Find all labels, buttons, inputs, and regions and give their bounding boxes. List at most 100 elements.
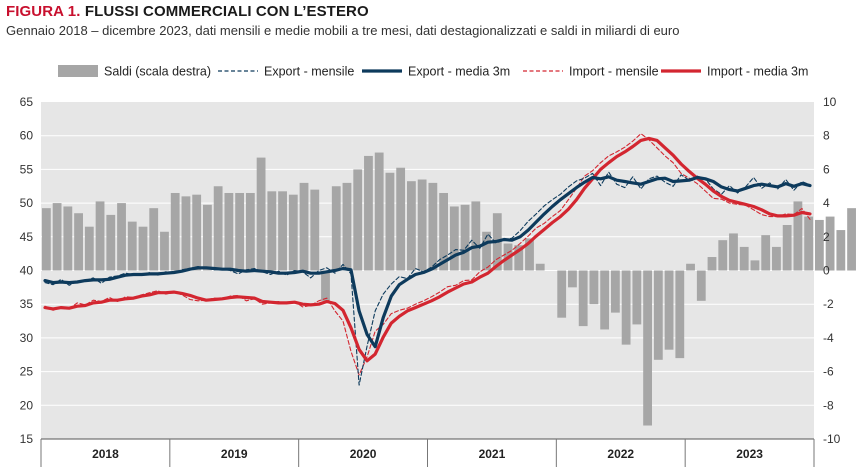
bar: [589, 270, 599, 305]
y-left-tick-label: 50: [20, 196, 34, 210]
bar: [825, 216, 835, 271]
bar: [782, 225, 792, 271]
y-right-tick-label: 6: [823, 162, 830, 176]
bar: [750, 260, 760, 271]
y-right-tick-label: 0: [823, 264, 830, 278]
bar: [578, 270, 588, 327]
bar: [203, 204, 212, 271]
bar: [739, 246, 749, 271]
figure-label: FIGURA 1.: [6, 3, 81, 20]
bar: [836, 230, 846, 271]
export-3m-line: [43, 175, 812, 349]
chart-subtitle: Gennaio 2018 – dicembre 2023, dati mensi…: [6, 23, 680, 38]
bar: [235, 192, 245, 271]
y-right-tick-label: 8: [823, 129, 830, 143]
figure-title: FLUSSI COMMERCIALI CON L’ESTERO: [84, 3, 369, 20]
x-tick-label: 2022: [607, 447, 634, 461]
bar: [707, 257, 717, 271]
bar: [471, 201, 481, 271]
y-left-tick-label: 15: [20, 432, 34, 446]
bar: [718, 240, 728, 271]
y-axis-left: 15 20 25 30 35 40 45 50 55 60 65: [20, 95, 34, 446]
bar: [127, 221, 137, 271]
bar: [74, 213, 83, 271]
bar: [342, 182, 352, 271]
y-left-tick-label: 25: [20, 365, 34, 379]
series-lines: [43, 133, 812, 386]
bar: [374, 152, 384, 271]
bar: [396, 167, 406, 271]
legend-swatch: [58, 65, 98, 77]
bar: [621, 270, 631, 345]
bar: [52, 203, 62, 271]
bar: [256, 157, 266, 271]
bar: [460, 204, 470, 271]
bar: [288, 194, 298, 271]
bar: [525, 238, 534, 271]
bar: [170, 192, 180, 271]
x-tick-label: 2019: [221, 447, 248, 461]
bar: [364, 155, 373, 271]
bar: [278, 191, 287, 271]
bar: [814, 219, 824, 271]
y-left-tick-label: 65: [20, 95, 34, 109]
y-right-tick-label: 2: [823, 230, 830, 244]
bar: [310, 189, 320, 271]
bar: [385, 172, 395, 271]
bar: [63, 206, 73, 271]
bar: [245, 192, 255, 271]
legend-label: Import - mensile: [569, 65, 659, 79]
y-left-tick-label: 55: [20, 162, 34, 176]
bar: [482, 231, 491, 271]
bar: [535, 263, 545, 271]
y-right-tick-label: -2: [823, 297, 834, 311]
bar: [428, 182, 438, 271]
bar: [600, 270, 610, 330]
bar: [321, 270, 330, 301]
bar: [95, 201, 105, 271]
x-tick-label: 2021: [479, 447, 506, 461]
y-left-tick-label: 20: [20, 398, 34, 412]
bar: [138, 226, 148, 271]
bar: [847, 208, 856, 271]
x-tick-label: 2018: [92, 447, 119, 461]
bar: [417, 179, 427, 271]
bar: [439, 192, 449, 271]
y-right-tick-label: -4: [823, 331, 834, 345]
bar: [84, 226, 94, 271]
chart-title: FIGURA 1. FLUSSI COMMERCIALI CON L’ESTER…: [6, 2, 856, 22]
bar: [160, 231, 169, 271]
bar: [804, 216, 814, 271]
y-left-tick-label: 30: [20, 331, 34, 345]
bar: [557, 270, 567, 318]
trade-flows-chart: 15 20 25 30 35 40 45 50 55 60 65 -10 -8 -6 -4 -2 0 2 4 6 8 1…: [20, 65, 856, 467]
bar: [449, 206, 459, 271]
bar: [299, 182, 309, 271]
bar: [729, 233, 738, 271]
chart-header: FIGURA 1. FLUSSI COMMERCIALI CON L’ESTER…: [6, 2, 856, 39]
bar: [761, 235, 771, 271]
saldi-bars: [41, 152, 856, 426]
bar: [331, 186, 341, 271]
y-left-tick-label: 45: [20, 230, 34, 244]
y-right-tick-label: -10: [823, 432, 841, 446]
bar: [675, 270, 685, 359]
bar: [793, 201, 803, 271]
legend-label: Export - mensile: [264, 65, 354, 79]
legend: Saldi (scala destra) Export - mensile Expo…: [58, 65, 808, 79]
bar: [267, 191, 277, 271]
legend-label: Saldi (scala destra): [104, 65, 211, 79]
bar: [643, 270, 652, 426]
bar: [406, 181, 416, 271]
bar: [653, 270, 663, 360]
x-tick-label: 2020: [350, 447, 377, 461]
bar: [353, 169, 363, 271]
bar: [224, 192, 234, 271]
y-right-tick-label: 10: [823, 95, 837, 109]
import-3m-line: [43, 136, 812, 363]
bar: [213, 186, 223, 271]
y-left-tick-label: 60: [20, 129, 34, 143]
bar: [664, 270, 674, 350]
legend-label: Import - media 3m: [707, 65, 808, 79]
bar: [696, 270, 706, 301]
